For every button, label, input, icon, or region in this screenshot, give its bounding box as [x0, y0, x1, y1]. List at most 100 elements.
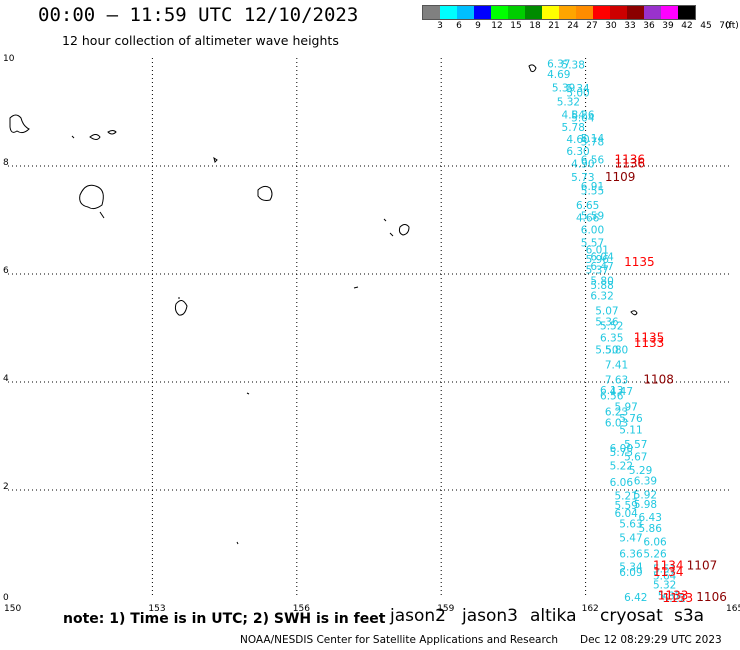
satellite-s3a: s3a [674, 606, 705, 626]
island-outline [630, 310, 638, 316]
swh-reading: 4.90 [571, 158, 594, 170]
swh-reading: 5.04 [571, 112, 595, 124]
swh-reading: 5.85 [658, 590, 681, 602]
island-outlines [9, 64, 638, 545]
longitude-label: 165 [726, 604, 740, 614]
legend-swatch [661, 6, 678, 19]
swh-reading: 6.09 [619, 567, 642, 579]
pass-id-label: 1109 [605, 170, 636, 184]
color-scale-legend [422, 5, 696, 20]
legend-label: 45 [700, 21, 712, 31]
legend-swatch [678, 6, 695, 19]
legend-label: 36 [643, 21, 655, 31]
pass-id-label: 1133 [658, 588, 689, 602]
island-outline [236, 541, 239, 545]
island-outline [9, 114, 30, 134]
legend-swatch [559, 6, 576, 19]
latitude-label: 10 [3, 54, 15, 64]
swh-reading: 6.91 [581, 181, 604, 193]
swh-reading: 5.22 [610, 461, 633, 473]
swh-reading: 5.78 [562, 122, 585, 134]
satellite-jason2: jason2 [390, 606, 446, 626]
legend-label: (ft) [725, 21, 739, 31]
map-grid [8, 58, 730, 598]
swh-reading: 6.00 [581, 225, 604, 237]
legend-swatch [610, 6, 627, 19]
swh-reading: 5.36 [595, 317, 619, 329]
swh-reading: 6.37 [547, 58, 570, 70]
latitude-label: 8 [3, 158, 9, 168]
swh-reading: 6.01 [586, 245, 609, 257]
longitude-label: 156 [293, 604, 310, 614]
swh-reading: 5.32 [653, 580, 676, 592]
pass-id-label: 1136 [614, 153, 645, 167]
swh-reading: 5.34 [566, 83, 590, 95]
swh-reading: 6.56 [581, 155, 605, 167]
legend-label: 24 [567, 21, 579, 31]
legend-swatch [474, 6, 491, 19]
latitude-label: 4 [3, 374, 9, 384]
legend-swatch [576, 6, 593, 19]
swh-reading: 5.21 [614, 490, 637, 502]
island-outline [79, 184, 104, 210]
island-outline [89, 134, 101, 140]
swh-reading: 5.59 [614, 500, 637, 512]
swh-reading: 5.26 [571, 110, 595, 122]
swh-reading: 6.04 [614, 508, 638, 520]
pass-id-label: 1135 [634, 331, 665, 345]
pass-id-label: 1133 [663, 591, 694, 605]
swh-reading: 6.43 [639, 512, 662, 524]
swh-reading: 5.29 [629, 465, 652, 477]
swh-reading: 5.67 [624, 452, 647, 464]
latitude-label: 2 [3, 482, 9, 492]
swh-reading: 5.97 [614, 401, 637, 413]
legend-label: 6 [456, 21, 462, 31]
longitude-label: 153 [148, 604, 165, 614]
longitude-label: 159 [437, 604, 454, 614]
pass-id-label: 1133 [634, 336, 665, 350]
swh-reading: 6.32 [590, 291, 613, 303]
swh-reading: 5.52 [600, 320, 623, 332]
swh-reading: 5.37 [586, 265, 609, 277]
swh-reading: 6.42 [624, 592, 647, 604]
pass-id-label: 1134 [653, 565, 684, 579]
legend-label: 18 [529, 21, 541, 31]
swh-reading: 6.56 [600, 391, 624, 403]
swh-reading: 5.80 [605, 345, 628, 357]
swh-reading: 5.88 [590, 280, 613, 292]
swh-reading: 6.00 [610, 443, 633, 455]
legend-label: 30 [605, 21, 617, 31]
map-subtitle: 12 hour collection of altimeter wave hei… [62, 33, 339, 48]
swh-reading: 7.63 [605, 374, 628, 386]
note-text: note: 1) Time is in UTC; 2) SWH is in fe… [63, 611, 386, 627]
legend-swatch [593, 6, 610, 19]
swh-reading: 6.06 [610, 477, 634, 489]
swh-reading: 6.35 [600, 333, 623, 345]
pass-id-label: 1107 [687, 559, 718, 573]
legend-swatch [457, 6, 474, 19]
swh-reading: 4.84 [562, 110, 586, 122]
swh-reading: 5.73 [571, 172, 594, 184]
swh-reading: 5.75 [610, 447, 633, 459]
swh-readings: 6.375.384.695.395.345.005.324.845.265.04… [547, 58, 686, 605]
swh-reading: 5.47 [619, 533, 642, 545]
swh-reading: 5.51 [653, 563, 676, 575]
legend-swatch [627, 6, 644, 19]
swh-reading: 5.63 [619, 518, 642, 530]
swh-reading: 5.26 [643, 549, 667, 561]
swh-reading: 5.86 [639, 523, 663, 535]
swh-reading: 5.59 [581, 211, 604, 223]
swh-reading: 5.80 [590, 275, 613, 287]
legend-swatch [440, 6, 457, 19]
swh-reading: 6.30 [566, 146, 589, 158]
legend-swatch [491, 6, 508, 19]
pass-id-label: 1108 [643, 372, 674, 386]
swh-reading: 5.78 [581, 137, 604, 149]
legend-swatch [508, 6, 525, 19]
swh-reading: 6.65 [576, 200, 599, 212]
swh-reading: 5.92 [634, 489, 657, 501]
legend-label: 39 [662, 21, 674, 31]
swh-reading: 5.76 [619, 413, 643, 425]
